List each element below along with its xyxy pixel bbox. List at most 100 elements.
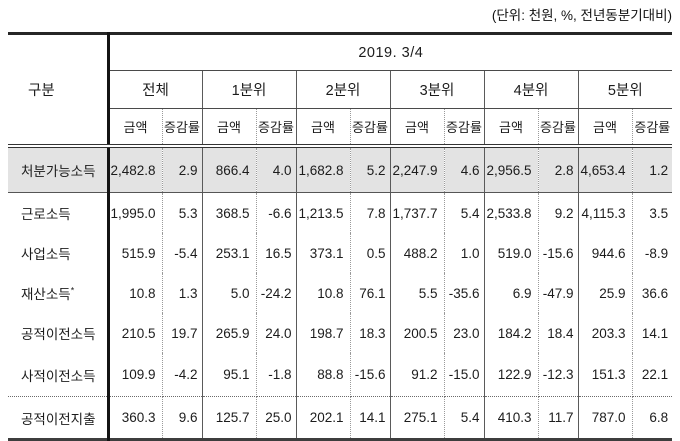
cell-rate: 4.6 [444,146,485,193]
cell-amount: 515.9 [108,233,163,273]
cell-rate: 1.2 [632,146,673,193]
cell-rate: 14.1 [350,396,391,440]
cell-amount: 1,995.0 [108,192,163,233]
cell-rate: 16.5 [256,233,297,273]
cell-rate: 6.8 [649,410,669,425]
col-sub-amount: 금액 [202,108,257,148]
unit-note: (단위: 천원, %, 전년동분기대비) [491,8,672,23]
cell-amount: 210.5 [108,313,163,353]
cell-rate: 7.8 [350,192,391,233]
cell-rate: -15.0 [444,353,485,397]
row-label-earned-income: 근로소득 [8,192,110,233]
income-by-quintile-table: 구분 2019. 3/4 전체 1분위 2분위 3분위 4분위 5분위 금액 증… [8,32,673,441]
row-label-text: 근로소득 [21,207,71,222]
cell-amount: 200.5 [390,313,445,353]
cell-amount: 2,482.8 [108,146,163,193]
col-group-quintile-1: 1분위 [202,70,297,109]
cell-amount: 109.9 [108,353,163,397]
cell-amount: 275.1 [390,396,445,440]
table-row-property-income: 재산소득* 10.8 1.3 5.0 -24.2 10.8 76.1 5.5 -… [8,273,672,313]
col-group-quintile-4: 4분위 [484,70,579,109]
cell-rate: 0.5 [350,233,391,273]
table-row-disposable-income: 처분가능소득 2,482.8 2.9 866.4 4.0 1,682.8 5.2… [8,146,673,193]
cell-rate: -12.3 [538,353,579,397]
row-label-text: 공적이전지출 [21,411,96,427]
cell-rate: -24.2 [256,273,297,313]
cell-rate: 2.8 [538,146,579,193]
cell-amount: 787.0 [578,396,633,440]
cell-rate: -35.6 [444,273,485,313]
cell-amount: 4,653.4 [578,146,633,193]
cell-amount: 91.2 [390,353,445,397]
cell-rate: 19.7 [162,313,203,353]
table-row-public-transfer-expenditure: 공적이전지출 360.3 9.6 125.7 25.0 202.1 14.1 2… [8,396,672,440]
cell-rate: 18.4 [538,313,579,353]
col-sub-rate: 증감률 [444,108,485,148]
cell-amount: 253.1 [202,233,257,273]
cell-amount: 1,682.8 [296,146,351,193]
cell-amount: 2,533.8 [484,192,539,233]
col-sub-rate: 증감률 [162,108,203,148]
cell-rate: -15.6 [350,353,391,397]
col-sub-rate: 증감률 [350,108,391,148]
cell-amount: 5.5 [390,273,445,313]
col-sub-rate: 증감률 [256,108,297,148]
header-row-subcolumns: 금액 증감률 금액 증감률 금액 증감률 금액 증감률 금액 증감률 금액 증감… [8,108,673,148]
header-row-period: 구분 2019. 3/4 [8,33,673,148]
col-sub-amount: 금액 [578,108,633,148]
row-label-property-income: 재산소득* [8,273,110,313]
cell-rate: 5.2 [350,146,391,193]
cell-rate: -15.6 [538,233,579,273]
row-label-text: 사업소득 [21,247,71,262]
cell-amount: 202.1 [296,396,351,440]
cell-amount: 4,115.3 [578,192,633,233]
cell-amount: 10.8 [296,273,351,313]
cell-rate: 2.9 [162,146,203,193]
row-label-public-transfer-expenditure: 공적이전지출 [8,396,110,440]
cell-amount: 88.8 [296,353,351,397]
cell-amount: 122.9 [484,353,539,397]
col-sub-rate: 증감률 [538,108,579,148]
cell-amount: 410.3 [484,396,539,440]
row-label-text: 사적이전소득 [21,368,96,384]
cell-rate: -5.4 [162,233,203,273]
cell-amount: 10.8 [108,273,163,313]
cell-rate: -1.8 [256,353,297,397]
cell-amount: 203.3 [578,313,633,353]
cell-amount: 866.4 [202,146,257,193]
header-row-groups: 전체 1분위 2분위 3분위 4분위 5분위 [8,70,673,109]
cell-rate: 5.4 [444,192,485,233]
cell-rate: 1.0 [444,233,485,273]
cell-rate: 18.3 [350,313,391,353]
cell-rate: 11.7 [538,396,579,440]
cell-amount: 488.2 [390,233,445,273]
cell-rate: 23.0 [444,313,485,353]
cell-amount: 265.9 [202,313,257,353]
cell-rate: 22.1 [632,353,673,397]
row-label-disposable-income: 처분가능소득 [8,146,110,193]
cell-amount: 944.6 [578,233,633,273]
row-label-text: 재산소득 [21,287,71,302]
header-category: 구분 [8,33,110,148]
table-row-public-transfer-income: 공적이전소득 210.5 19.7 265.9 24.0 198.7 18.3 … [8,313,672,353]
cell-rate: -4.2 [162,353,203,397]
col-sub-amount: 금액 [296,108,351,148]
col-sub-amount: 금액 [108,108,163,148]
cell-rate: 5.3 [162,192,203,233]
col-group-quintile-5: 5분위 [578,70,673,109]
row-label-private-transfer-income: 사적이전소득 [8,353,110,397]
row-label-public-transfer-income: 공적이전소득 [8,313,110,353]
col-group-total: 전체 [108,70,203,109]
cell-rate: 3.5 [649,205,669,221]
col-sub-amount: 금액 [484,108,539,148]
cell-rate: 4.0 [256,146,297,193]
cell-amount: 125.7 [202,396,257,440]
col-sub-amount: 금액 [390,108,445,148]
row-label-text: 처분가능소득 [21,164,96,179]
cell-amount: 5.0 [202,273,257,313]
cell-amount: 519.0 [484,233,539,273]
cell-amount: 2,956.5 [484,146,539,193]
cell-rate: -6.6 [256,192,297,233]
row-label-business-income: 사업소득 [8,233,110,273]
table-row-private-transfer-income: 사적이전소득 109.9 -4.2 95.1 -1.8 88.8 -15.6 9… [8,353,673,397]
